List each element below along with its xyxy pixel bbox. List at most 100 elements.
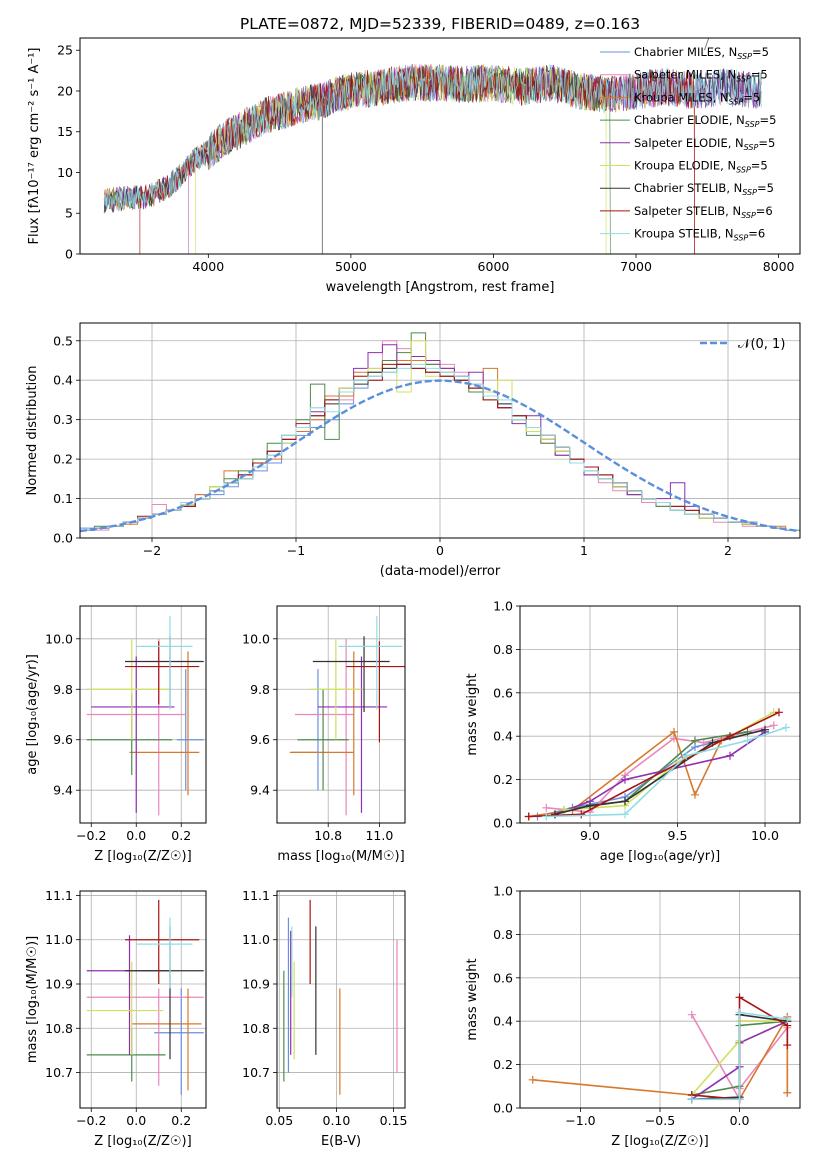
y-tick-label: 0.0 — [493, 816, 513, 831]
y-tick-label: 0.1 — [53, 491, 73, 506]
weight-series-kroupa-stelib — [687, 1008, 792, 1104]
x-axis-label: Z [log₁₀(Z/Z☉)] — [611, 1134, 708, 1149]
y-tick-label: 9.4 — [250, 783, 270, 798]
x-tick-label: 0.0 — [730, 1113, 750, 1128]
x-tick-label: 4000 — [192, 259, 224, 274]
legend-label: Chabrier MILES, NSSP=5 — [634, 45, 769, 61]
x-tick-label: 0.05 — [265, 1113, 293, 1128]
y-tick-label: 15 — [57, 124, 73, 139]
plot-area — [528, 993, 792, 1104]
y-tick-label: 1.0 — [493, 884, 513, 899]
x-tick-label: 9.0 — [580, 828, 600, 843]
weight-point — [670, 727, 678, 736]
weight-point — [775, 708, 783, 717]
x-tick-label: 0.2 — [171, 828, 191, 843]
y-tick-label: 0 — [65, 247, 73, 262]
weight-line — [691, 1011, 788, 1101]
axes-layer: −2 −1 0 1 2 0.0 0.1 0.2 0.3 0.4 0.5 (data-model)/er… — [25, 322, 801, 579]
weight-series-kroupa-stelib — [542, 723, 790, 821]
y-axis-label: Normed distribution — [25, 366, 40, 496]
x-tick-label: 5000 — [335, 259, 367, 274]
weight-point — [735, 993, 744, 1002]
weight-series-salpeter-stelib — [524, 708, 783, 821]
x-tick-label: 0.10 — [323, 1113, 351, 1128]
weight-point — [621, 810, 629, 819]
x-tick-label: 10.0 — [751, 828, 779, 843]
axes-layer: 4000 5000 6000 7000 8000 0 5 10 15 20 25 wavelength… — [27, 37, 801, 295]
errorbar-kroupa-miles — [289, 651, 355, 796]
y-tick-label: 0.4 — [53, 373, 73, 388]
y-tick-label: 9.4 — [53, 783, 73, 798]
y-tick-label: 1.0 — [493, 599, 513, 614]
errorbar-kroupa-elodie — [310, 638, 362, 740]
plot-area — [283, 899, 398, 1095]
y-tick-label: 11.0 — [242, 932, 270, 947]
legend-label: Chabrier ELODIE, NSSP=5 — [634, 113, 776, 129]
x-tick-label: 6000 — [478, 259, 510, 274]
x-tick-label: −0.2 — [76, 1113, 106, 1128]
x-axis-label: E(B-V) — [321, 1134, 361, 1149]
plot-area — [86, 616, 204, 816]
errorbar-chabrier-elodie — [297, 689, 349, 791]
y-tick-label: 0.2 — [493, 1057, 513, 1072]
x-axis-label: (data-model)/error — [380, 564, 501, 579]
errorbar-chabrier-miles — [292, 669, 319, 791]
errorbar-kroupa-stelib — [136, 917, 193, 989]
errorbar-chabrier-elodie — [86, 1028, 166, 1082]
y-tick-label: 0.4 — [493, 729, 513, 744]
axes-frame — [79, 37, 801, 255]
weight-line — [563, 711, 775, 811]
axes-frame — [519, 605, 801, 824]
errorbar-chabrier-miles — [154, 988, 204, 1095]
weight-point — [528, 1075, 537, 1084]
x-tick-label: 0.2 — [171, 1113, 191, 1128]
y-tick-label: 11.0 — [45, 932, 73, 947]
y-tick-label: 10.8 — [242, 1021, 270, 1036]
plot-area — [80, 332, 800, 538]
weight-point — [691, 736, 699, 745]
y-tick-label: 20 — [57, 83, 73, 98]
errorbar-salpeter-stelib — [125, 641, 200, 705]
panel-mass-vs-Z: −0.2 0.0 0.2 10.7 10.8 10.9 11.0 11.1 Z [log₁₀(Z… — [25, 888, 207, 1149]
x-tick-label: 0 — [436, 543, 444, 558]
axes-layer: 9.0 9.5 10.0 0.0 0.2 0.4 0.6 0.8 1.0 age [log₁₀(a… — [465, 599, 801, 864]
x-tick-label: 10.8 — [314, 828, 342, 843]
y-tick-label: 10.0 — [242, 631, 270, 646]
panel-age-vs-mass: 10.8 11.0 9.4 9.6 9.8 10.0 mass [log₁₀(M/M☉)] — [242, 605, 406, 864]
x-tick-label: −2 — [143, 543, 161, 558]
panel-mass-weight-vs-Z: −1.0 −0.5 0.0 0.0 0.2 0.4 0.6 0.8 1.0 Z [log₁₀(Z/… — [465, 884, 801, 1149]
panel-spectrum: 4000 5000 6000 7000 8000 0 5 10 15 20 25 wavelength… — [27, 37, 801, 295]
y-axis-label: Flux [fλ10⁻¹⁷ erg cm⁻² s⁻¹ A⁻¹] — [27, 48, 42, 245]
y-tick-label: 11.1 — [45, 888, 73, 903]
y-tick-label: 0.6 — [493, 970, 513, 985]
weight-point — [687, 1095, 696, 1104]
weight-point — [577, 810, 586, 819]
legend-label: Salpeter MILES, NSSP=5 — [634, 68, 768, 84]
y-tick-label: 10.9 — [242, 977, 270, 992]
plot-area — [524, 708, 790, 821]
gaussian-curve — [80, 379, 800, 533]
x-tick-label: −0.5 — [645, 1113, 675, 1128]
figure-title: PLATE=0872, MJD=52339, FIBERID=0489, z=0… — [240, 15, 640, 33]
x-tick-label: 7000 — [620, 259, 652, 274]
axes-frame — [79, 605, 207, 824]
axes-layer: −0.2 0.0 0.2 10.7 10.8 10.9 11.0 11.1 Z [log₁₀(Z… — [25, 888, 207, 1149]
errorbar-chabrier-stelib — [312, 636, 390, 712]
spectrum-line-kroupa-stelib — [103, 64, 762, 212]
weight-point — [621, 797, 629, 806]
y-tick-label: 11.1 — [242, 888, 270, 903]
axes-frame — [276, 890, 406, 1109]
y-tick-label: 10.0 — [45, 631, 73, 646]
weight-point — [542, 812, 551, 821]
weight-point — [783, 1015, 792, 1024]
x-tick-label: 0.0 — [126, 1113, 146, 1128]
weight-point — [726, 751, 734, 760]
y-tick-label: 10.8 — [45, 1021, 73, 1036]
y-tick-label: 5 — [65, 206, 73, 221]
errorbar-kroupa-elodie — [86, 638, 170, 740]
panel-mass-weight-vs-age: 9.0 9.5 10.0 0.0 0.2 0.4 0.6 0.8 1.0 age [log₁₀(a… — [465, 599, 801, 864]
weight-point — [524, 812, 533, 821]
axes-frame — [79, 890, 207, 1109]
axes-layer: 0.05 0.10 0.15 10.7 10.8 10.9 11.0 11.1 E(B-V) — [242, 888, 407, 1149]
